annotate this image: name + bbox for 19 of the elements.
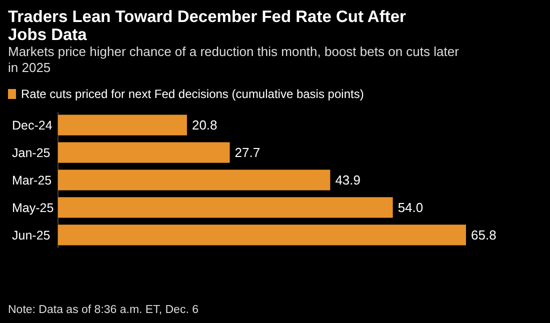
data-label: 27.7 (234, 145, 260, 160)
data-label: 20.8 (192, 118, 218, 133)
bar (58, 142, 230, 163)
y-tick-label: May-25 (12, 200, 54, 215)
bar (58, 114, 187, 136)
chart-title: Traders Lean Toward December Fed Rate Cut After Jobs Data (8, 8, 407, 44)
y-tick-label: Jan-25 (12, 146, 50, 160)
y-tick-label: Jun-25 (12, 228, 50, 242)
data-label: 43.9 (335, 172, 361, 188)
legend-label: Rate cuts priced for next Fed decisions (cumulative basis points) (21, 87, 364, 101)
bar (58, 224, 466, 246)
bar (58, 197, 393, 218)
data-label: 65.8 (471, 227, 496, 242)
data-label: 54.0 (398, 200, 424, 215)
text: Note: Data as of 8:36 a.m. ET, Dec. 6 (8, 304, 198, 316)
bar (58, 170, 330, 190)
y-tick-label: Dec-24 (12, 118, 52, 133)
chart-subtitle: Markets price higher chance of a reduction this month, boost bets on cuts later in 2025 (8, 44, 460, 75)
y-tick-label: Mar-25 (12, 174, 52, 188)
